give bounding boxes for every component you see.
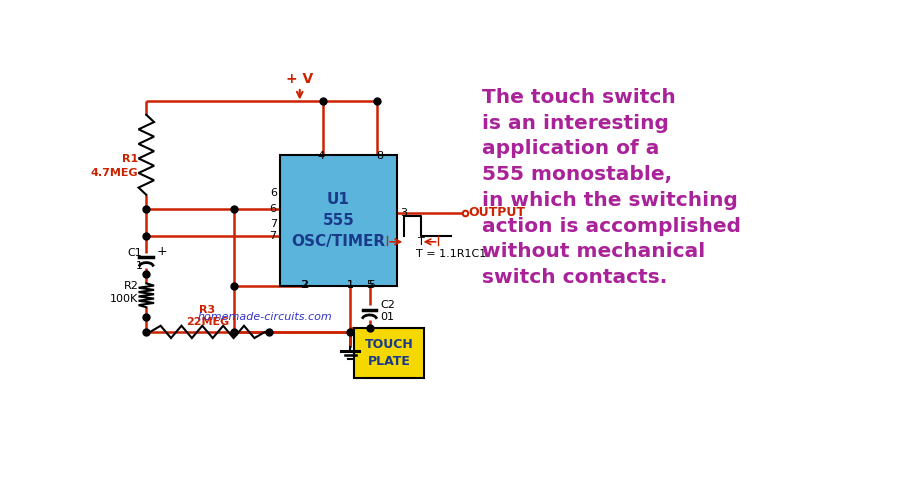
Text: homemade-circuits.com: homemade-circuits.com [197, 311, 332, 322]
Text: 1: 1 [347, 280, 354, 289]
Text: 1: 1 [136, 262, 143, 271]
Text: R2: R2 [124, 281, 138, 291]
Text: T: T [418, 237, 425, 247]
Text: OUTPUT: OUTPUT [468, 206, 525, 219]
Text: 22MEG: 22MEG [186, 317, 229, 327]
Text: R3: R3 [199, 305, 216, 315]
Text: C2: C2 [380, 300, 395, 310]
Text: 6: 6 [270, 188, 278, 198]
Text: 4.7MEG: 4.7MEG [91, 167, 138, 178]
Text: 4: 4 [317, 151, 324, 161]
Text: C1: C1 [127, 247, 143, 258]
Text: 1: 1 [347, 280, 354, 289]
Text: 2: 2 [300, 280, 308, 289]
Bar [354, 328, 424, 378]
Text: 3: 3 [400, 207, 408, 218]
Text: 6: 6 [269, 203, 277, 214]
Text: 8: 8 [376, 151, 383, 161]
Text: The touch switch
is an interesting
application of a
555 monostable,
in which the: The touch switch is an interesting appli… [482, 88, 741, 287]
Bar [280, 155, 397, 285]
Text: U1
555
OSC/TIMER: U1 555 OSC/TIMER [291, 192, 386, 249]
Text: 5: 5 [366, 280, 373, 289]
Text: +: + [157, 244, 167, 258]
Text: 7: 7 [270, 219, 278, 229]
Text: + V: + V [286, 72, 313, 86]
Text: R1: R1 [122, 154, 138, 163]
Text: TOUCH
PLATE: TOUCH PLATE [365, 338, 413, 368]
Text: 01: 01 [380, 312, 394, 322]
Text: T = 1.1R1C1: T = 1.1R1C1 [416, 249, 486, 259]
Text: 5: 5 [369, 280, 375, 289]
Text: 100K: 100K [110, 294, 138, 304]
Text: 2: 2 [301, 280, 308, 289]
Text: 7: 7 [269, 231, 277, 241]
